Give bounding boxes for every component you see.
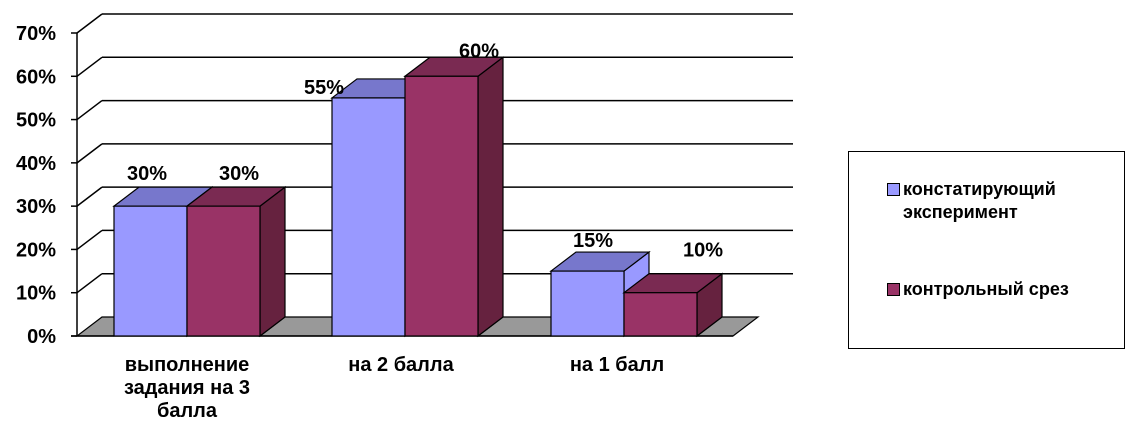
gridline-diagonal bbox=[76, 186, 103, 207]
y-tick-label: 0% bbox=[27, 326, 56, 348]
legend: констатирующий эксперимент контрольный с… bbox=[848, 151, 1125, 349]
y-tick-label: 70% bbox=[16, 23, 56, 45]
bar-2-2-side bbox=[477, 56, 504, 338]
y-tick-label: 40% bbox=[16, 153, 56, 175]
category-label-2: на 2 балла bbox=[348, 354, 454, 376]
gridline-diagonal bbox=[76, 56, 103, 77]
bar-2-2 bbox=[404, 75, 479, 337]
y-tick-label: 20% bbox=[16, 239, 56, 261]
legend-swatch-series-2 bbox=[887, 283, 900, 296]
data-label-1-3: 15% bbox=[573, 230, 613, 252]
data-label-2-3: 10% bbox=[683, 240, 723, 262]
data-label-2-1: 30% bbox=[219, 163, 259, 185]
category-label-1: балла bbox=[157, 400, 218, 422]
legend-swatch-series-1 bbox=[887, 183, 900, 196]
bar-1-1 bbox=[113, 205, 188, 337]
bar-2-3 bbox=[623, 292, 698, 337]
legend-label-series-1: констатирующий эксперимент bbox=[903, 179, 1056, 222]
bar-2-1 bbox=[186, 205, 261, 337]
category-label-1: выполнение bbox=[125, 354, 250, 376]
gridline-diagonal bbox=[76, 99, 103, 121]
legend-item-series-1: констатирующий эксперимент bbox=[887, 178, 1103, 224]
bar-1-2 bbox=[331, 97, 406, 337]
y-tick-label: 30% bbox=[16, 196, 56, 218]
category-label-1: задания на 3 bbox=[124, 377, 250, 399]
data-label-2-2: 60% bbox=[459, 40, 499, 62]
gridline-diagonal bbox=[76, 143, 103, 164]
legend-item-series-2: контрольный срез bbox=[887, 278, 1103, 301]
bars bbox=[112, 56, 724, 338]
gridline-diagonal bbox=[76, 229, 103, 251]
bar-2-1-side bbox=[259, 185, 286, 338]
y-tick-label: 10% bbox=[16, 283, 56, 305]
category-label-3: на 1 балл bbox=[570, 354, 664, 376]
bar-chart: 0% 10% 20% 30% 40% 50% 60% 70% 30% 30% 55% 60% 15% 1… bbox=[16, 13, 793, 422]
data-label-1-1: 30% bbox=[127, 163, 167, 185]
y-tick-label: 60% bbox=[16, 66, 56, 88]
gridline-diagonal bbox=[76, 13, 103, 34]
data-label-1-2: 55% bbox=[304, 77, 344, 99]
y-tick-label: 50% bbox=[16, 110, 56, 132]
data-labels: 30% 30% 55% 60% 15% 10% bbox=[127, 40, 723, 261]
bar-1-3 bbox=[550, 270, 625, 337]
legend-label-series-2: контрольный срез bbox=[903, 279, 1069, 299]
gridline-diagonal bbox=[76, 273, 103, 294]
